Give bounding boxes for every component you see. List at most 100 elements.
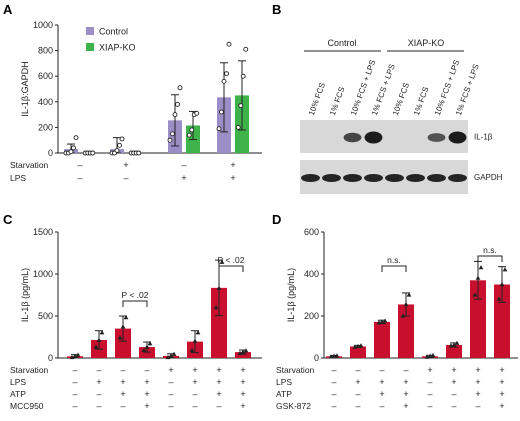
panel-c-condition-sign: +	[144, 401, 149, 411]
panel-d-data-point	[451, 342, 457, 347]
panel-a-condition-sign: +	[230, 173, 235, 183]
panel-c-condition-sign: –	[72, 401, 77, 411]
panel-c-condition-label: MCC950	[10, 401, 44, 411]
panel-c-condition-sign: +	[144, 389, 149, 399]
panel-c-data-point	[237, 350, 243, 355]
panel-d-bar	[470, 280, 486, 358]
panel-d-condition-sign: –	[355, 389, 360, 399]
panel-c-condition-sign: +	[240, 401, 245, 411]
blot-gapdh-band	[322, 174, 341, 182]
panel-c-data-point	[240, 349, 246, 354]
panel-d-condition-label: Starvation	[276, 365, 315, 375]
blot-lane-label: 1% FCS	[328, 86, 347, 117]
panel-letter-c: C	[3, 212, 13, 227]
panel-d-condition-sign: +	[475, 389, 480, 399]
panel-d-condition-sign: +	[379, 377, 384, 387]
panel-a-data-point	[73, 135, 79, 141]
blot-gapdh-band	[385, 174, 404, 182]
panel-d-significance-bracket	[381, 265, 407, 272]
panel-d-condition-sign: +	[451, 377, 456, 387]
panel-a-data-point	[177, 85, 183, 91]
panel-d-condition-label: ATP	[276, 389, 292, 399]
panel-d-y-axis-label: IL-1β (pg/mL)	[286, 268, 296, 322]
panel-c-condition-sign: +	[120, 389, 125, 399]
panel-a-condition-sign: +	[123, 160, 128, 170]
panel-d-condition-label: LPS	[276, 377, 292, 387]
panel-a-data-point	[235, 124, 241, 130]
panel-a-data-point	[243, 46, 249, 52]
panel-c-significance-label: P < .02	[217, 255, 244, 265]
panel-d-data-point	[382, 318, 388, 323]
panel-a-legend-label: XIAP-KO	[99, 43, 136, 53]
panel-a-data-point	[189, 127, 195, 133]
panel-c-y-tick-label: 1500	[33, 227, 53, 237]
panel-a-data-point	[90, 150, 96, 156]
panel-c-condition-sign: –	[96, 401, 101, 411]
panel-d-y-tick-label: 200	[304, 311, 319, 321]
panel-d-condition-sign: –	[355, 401, 360, 411]
panel-c-data-point	[69, 354, 75, 360]
panel-a-data-point	[175, 101, 180, 107]
panel-c-data-point	[195, 330, 201, 335]
panel-d-data-point	[454, 340, 460, 345]
panel-a-data-point	[186, 132, 192, 138]
panel-c-y-tick-label: 500	[38, 311, 53, 321]
blot-il1b-band	[343, 132, 362, 143]
panel-a-y-tick-label: 200	[38, 122, 53, 132]
panel-a-data-point	[194, 110, 200, 116]
panel-d-condition-sign: –	[379, 365, 384, 375]
panel-d-y-tick-label: 0	[314, 353, 319, 363]
panel-d-condition-sign: –	[427, 377, 432, 387]
blot-il1b-band	[364, 131, 383, 144]
panel-c-condition-sign: –	[144, 365, 149, 375]
panel-d-condition-sign: +	[499, 365, 504, 375]
panel-c-data-point	[72, 353, 78, 358]
panel-a-data-point	[172, 112, 178, 118]
blot-gapdh-band	[406, 174, 425, 182]
panel-d-data-point	[499, 281, 505, 287]
panel-c-condition-sign: +	[240, 389, 245, 399]
panel-letter-b: B	[272, 2, 281, 17]
panel-a-y-tick-label: 600	[38, 71, 53, 81]
panel-d-data-point	[496, 296, 502, 301]
panel-c-data-point	[123, 315, 129, 320]
panel-c-bar	[235, 352, 251, 358]
panel-c-data-point	[213, 305, 219, 310]
panel-c-data-point	[99, 330, 105, 335]
panel-c-data-point	[243, 348, 249, 353]
panel-a-data-point	[71, 145, 76, 151]
panel-a-data-point	[170, 131, 175, 137]
panel-c-data-point	[120, 324, 126, 329]
panel-c-data-point	[192, 338, 198, 343]
panel-a-data-point	[238, 103, 244, 109]
panel-d-data-point	[475, 275, 481, 280]
panel-d-condition-sign: –	[379, 401, 384, 411]
panel-a-condition-sign: +	[230, 160, 235, 170]
panel-a-data-point	[224, 71, 229, 77]
panel-c-condition-sign: +	[144, 377, 149, 387]
panel-d-significance-label: n.s.	[387, 255, 401, 265]
panel-c-condition-sign: +	[216, 389, 221, 399]
panel-d-condition-sign: +	[475, 377, 480, 387]
panel-c-condition-sign: +	[216, 365, 221, 375]
panel-d-data-point	[502, 267, 508, 272]
panel-c-bar	[115, 328, 131, 358]
panel-d-chart: 0 200 400 600 IL-1β (pg/mL) n.s. n.s. Starvatio…	[276, 227, 518, 411]
panel-a-condition-sign: –	[123, 173, 128, 183]
panel-a-legend-swatch	[86, 43, 94, 51]
panel-a-condition-label: Starvation	[10, 160, 49, 170]
panel-d-condition-sign: +	[475, 365, 480, 375]
panel-a-condition-sign: –	[77, 173, 82, 183]
panel-c-condition-sign: –	[168, 389, 173, 399]
panel-c-data-point	[117, 335, 123, 340]
panel-c-condition-sign: –	[72, 377, 77, 387]
panel-a-y-tick-label: 400	[38, 97, 53, 107]
panel-c-y-axis-label: IL-1β (pg/mL)	[20, 268, 30, 322]
panel-d-condition-sign: +	[427, 365, 432, 375]
panel-c-condition-sign: +	[240, 365, 245, 375]
panel-d-condition-sign: –	[475, 401, 480, 411]
panel-d-bar	[350, 346, 366, 358]
panel-a-data-point	[216, 126, 222, 132]
panel-d-bar	[398, 304, 414, 358]
panel-c-condition-sign: –	[168, 377, 173, 387]
